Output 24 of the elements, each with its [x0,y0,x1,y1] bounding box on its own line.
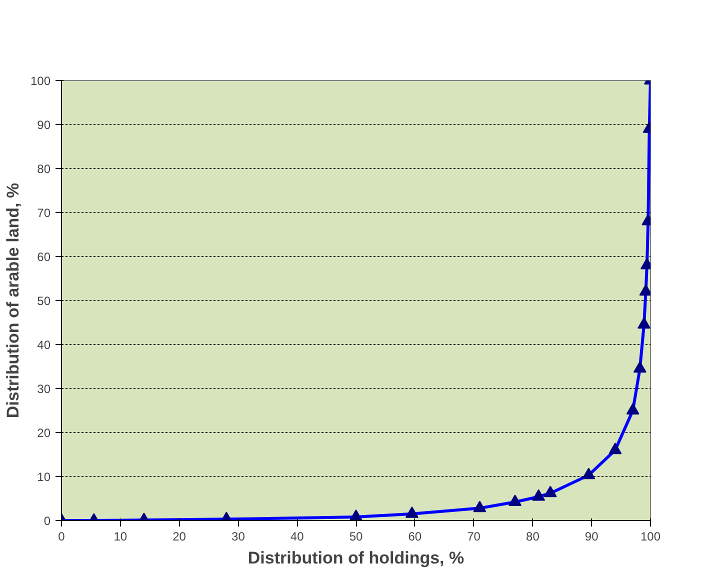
x-tick-label: 100 [640,530,661,544]
x-tick-label: 10 [114,530,128,544]
y-tick-label: 60 [37,250,51,264]
y-tick-label: 10 [37,470,51,484]
x-tick-label: 50 [349,530,363,544]
x-axis-title: Distribution of holdings, % [248,548,464,568]
x-tick-label: 30 [232,530,246,544]
x-tick-label: 70 [467,530,481,544]
y-tick-label: 0 [44,514,51,528]
x-tick-label: 60 [408,530,422,544]
x-tick-label: 40 [290,530,304,544]
y-tick-label: 80 [37,162,51,176]
x-tick-label: 20 [172,530,186,544]
y-tick-label: 50 [37,294,51,308]
y-axis-title: Distribution of arable land, % [3,182,22,418]
y-tick-label: 100 [30,74,51,88]
x-tick-label: 0 [58,530,66,544]
y-tick-label: 90 [37,118,51,132]
y-tick-label: 40 [37,338,51,352]
y-tick-label: 20 [37,426,51,440]
x-tick-label: 80 [526,530,540,544]
y-tick-label: 70 [37,206,51,220]
y-tick-label: 30 [37,382,51,396]
x-tick-label: 90 [584,530,599,544]
